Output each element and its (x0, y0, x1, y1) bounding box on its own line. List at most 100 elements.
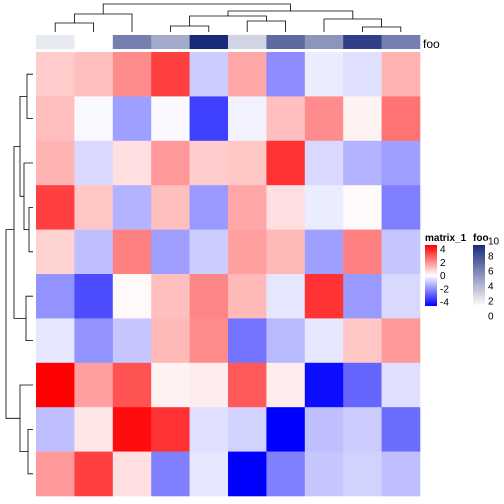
heatmap-cell (228, 362, 267, 408)
row-dendrogram-branch (28, 207, 33, 253)
heatmap-cell (304, 185, 344, 230)
heatmap-cell (151, 52, 190, 97)
heatmap-cell (304, 451, 344, 497)
heatmap-cell (151, 229, 190, 275)
heatmap-cell (151, 407, 190, 452)
column-dendrogram-branch (54, 22, 94, 32)
heatmap-cell (381, 185, 421, 230)
heatmap-cell (189, 96, 229, 142)
heatmap-cell (151, 185, 190, 230)
heatmap-cell (151, 318, 190, 364)
heatmap-cell (228, 185, 267, 230)
heatmap-cell (189, 318, 229, 364)
foo-legend-tick-label: 10 (488, 237, 500, 248)
heatmap-cell (343, 407, 382, 452)
heatmap-cell (189, 451, 229, 497)
heatmap-cell (151, 362, 190, 408)
foo-legend-tick-label: 2 (488, 297, 494, 308)
heatmap-cell (189, 52, 229, 97)
heatmap-cell (266, 185, 306, 230)
heatmap-cell (112, 96, 152, 142)
heatmap-cell (266, 229, 306, 275)
heatmap-cell (36, 362, 75, 408)
heatmap-cell (74, 52, 114, 97)
heatmap-cell (74, 274, 114, 319)
heatmap-cell (381, 140, 421, 186)
heatmap-cell (304, 96, 344, 142)
row-dendrogram-branch (26, 73, 33, 119)
annotation-cell (36, 35, 75, 49)
column-dendrogram-branch (362, 26, 402, 32)
heatmap-cell (304, 274, 344, 319)
column-dendrogram-branch (246, 20, 286, 32)
foo-legend-tick-label: 8 (488, 252, 494, 263)
heatmap-cell (266, 274, 306, 319)
matrix-legend-tick-label: -2 (440, 284, 449, 295)
heatmap-cell (151, 274, 190, 319)
annotation-cell (189, 35, 229, 49)
heatmap-cell (151, 140, 190, 186)
heatmap-cell (36, 451, 75, 497)
heatmap-cell (112, 185, 152, 230)
heatmap-cell (381, 362, 421, 408)
heatmap-cell (112, 52, 152, 97)
annotation-cell (74, 35, 114, 49)
row-dendrogram-branch (19, 384, 33, 452)
heatmap-cell (74, 185, 114, 230)
heatmap-cell (36, 52, 75, 97)
annotation-cell (228, 35, 267, 49)
foo-legend-tick-label: 4 (488, 282, 494, 293)
heatmap-cell (36, 318, 75, 364)
heatmap-cell (304, 362, 344, 408)
row-dendrogram-branch (23, 162, 33, 230)
annotation-cell (151, 35, 190, 49)
heatmap-cell (112, 318, 152, 364)
heatmap-cell (266, 318, 306, 364)
matrix-legend-tick-label: -4 (440, 298, 449, 309)
heatmap-cell (381, 229, 421, 275)
heatmap-cell (112, 140, 152, 186)
heatmap-cell (343, 52, 382, 97)
heatmap-cell (304, 52, 344, 97)
foo-legend-tick-label: 0 (488, 312, 494, 323)
annotation-cell (304, 35, 344, 49)
heatmap-cell (189, 185, 229, 230)
heatmap-cell (189, 274, 229, 319)
heatmap-cell (151, 451, 190, 497)
heatmap-cell (381, 407, 421, 452)
heatmap-cell (228, 274, 267, 319)
heatmap-cell (112, 451, 152, 497)
matrix-legend: matrix_1 4 2 0 -2 -4 (425, 233, 467, 309)
column-dendrogram-branch (323, 18, 382, 32)
heatmap-cell (112, 362, 152, 408)
column-dendrogram-branch (102, 3, 291, 14)
heatmap-cell (343, 185, 382, 230)
heatmap-cell (74, 140, 114, 186)
row-dendrogram-branch (5, 229, 20, 419)
heatmap-cell (266, 140, 306, 186)
heatmap-cell (228, 407, 267, 452)
heatmap-cell (228, 52, 267, 97)
heatmap-cell (343, 140, 382, 186)
annotation-track-label: foo (423, 37, 440, 51)
foo-legend-title: foo (473, 233, 489, 244)
heatmap-cell (228, 318, 267, 364)
matrix-legend-tick-label: 0 (440, 271, 446, 282)
heatmap-cell (228, 229, 267, 275)
heatmap-cell (189, 407, 229, 452)
heatmap-cell (112, 407, 152, 452)
heatmap-cell (74, 96, 114, 142)
heatmap-cell (304, 407, 344, 452)
heatmap-cell (266, 451, 306, 497)
heatmap-cell (228, 140, 267, 186)
heatmap-cell (343, 362, 382, 408)
row-dendrogram-branch (27, 429, 33, 475)
row-dendrogram-branch (19, 96, 27, 197)
heatmap-cell (112, 274, 152, 319)
row-dendrogram-branch (25, 295, 33, 341)
heatmap-cell (36, 229, 75, 275)
heatmap-cell (74, 362, 114, 408)
heatmap-cell (266, 96, 306, 142)
foo-legend-color-bar (473, 245, 485, 306)
